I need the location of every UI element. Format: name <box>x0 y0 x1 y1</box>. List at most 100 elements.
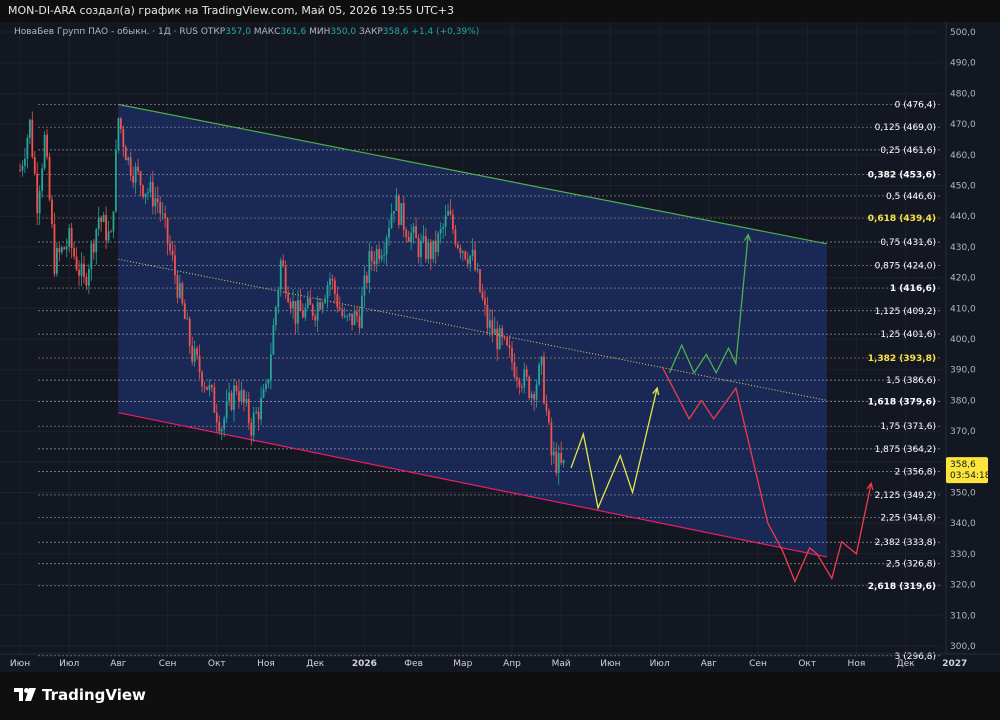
candle-body <box>51 199 53 225</box>
candle-body <box>41 168 44 191</box>
candle-body <box>395 196 398 211</box>
title-text: MON-DI-ARA создал(а) график на TradingVi… <box>8 4 454 17</box>
candle-body <box>365 275 368 283</box>
candle-body <box>523 369 526 388</box>
candle-body <box>193 348 196 362</box>
candle-body <box>19 170 21 172</box>
candle-body <box>292 301 294 309</box>
time-tick-label: Авг <box>110 659 126 669</box>
time-tick-label: Окт <box>798 659 816 669</box>
price-chart[interactable]: 0 (476,4) 0,125 (469,0) 0,25 (461,6) 0,382 … <box>0 22 1000 672</box>
candle-body <box>299 300 302 311</box>
symbol-legend: НоваБев Групп ПАО - обыкн. · 1Д · RUS ОТ… <box>14 27 479 37</box>
candle-body <box>196 348 199 356</box>
candle-body <box>346 315 349 317</box>
candle-body <box>447 211 449 216</box>
tradingview-logo[interactable]: TradingView <box>14 686 146 704</box>
high-value: 361,6 <box>280 27 307 37</box>
candle-body <box>73 248 76 257</box>
fib-level-label: 0,382 (453,6) <box>868 170 936 180</box>
candle-body <box>528 376 531 399</box>
candle-body <box>530 394 533 399</box>
candle-body <box>58 248 61 253</box>
candle-body <box>407 236 410 242</box>
chart-area[interactable]: 0 (476,4) 0,125 (469,0) 0,25 (461,6) 0,382 … <box>0 22 1000 672</box>
fib-level-label: 0,875 (424,0) <box>875 261 936 271</box>
candle-body <box>412 226 415 233</box>
candle-body <box>516 376 518 380</box>
candle-body <box>555 451 558 473</box>
candle-body <box>321 302 324 310</box>
time-tick-label: Дек <box>897 659 916 669</box>
time-tick-label: Фев <box>404 659 423 669</box>
candle-body <box>80 263 83 276</box>
candle-body <box>174 255 176 276</box>
price-tick-label: 480,0 <box>950 89 976 99</box>
price-tick-label: 400,0 <box>950 335 976 345</box>
fib-level-label: 0,618 (439,4) <box>868 214 936 224</box>
candle-body <box>304 307 307 318</box>
candle-body <box>557 452 560 473</box>
footer: TradingView <box>0 672 1000 720</box>
candle-body <box>129 157 132 176</box>
price-tick-label: 300,0 <box>950 642 976 652</box>
time-tick-label: Июл <box>650 659 670 669</box>
candle-body <box>215 412 218 422</box>
candle-body <box>255 411 258 414</box>
candle-body <box>156 198 159 202</box>
candle-body <box>496 328 499 350</box>
candle-body <box>402 203 405 230</box>
candle-body <box>461 251 464 254</box>
candle-body <box>186 318 189 320</box>
candle-body <box>230 392 233 410</box>
candle-body <box>464 251 467 259</box>
candle-body <box>151 181 154 207</box>
candle-body <box>164 213 167 219</box>
candle-body <box>169 243 171 251</box>
candle-body <box>220 429 223 432</box>
time-tick-label: Окт <box>208 659 226 669</box>
candle-body <box>503 337 506 339</box>
candle-body <box>513 362 516 377</box>
forecast-arrow-green <box>743 233 752 242</box>
channel-upper-line <box>118 103 827 245</box>
candle-body <box>213 387 216 413</box>
candle-body <box>540 356 543 365</box>
time-tick-label: Сен <box>749 659 767 669</box>
candle-body <box>188 318 191 346</box>
price-tick-label: 310,0 <box>950 611 976 621</box>
fib-level-label: 3 (296,8) <box>895 652 936 662</box>
fib-level-label: 1,382 (393,8) <box>868 354 936 364</box>
channel-fill <box>118 104 827 557</box>
candle-body <box>181 283 184 304</box>
channel-lower-line <box>118 412 827 558</box>
price-tick-label: 460,0 <box>950 151 976 161</box>
candle-body <box>277 289 280 308</box>
candle-body <box>479 269 481 292</box>
candle-body <box>543 356 545 404</box>
candle-body <box>206 386 208 390</box>
candle-body <box>119 118 122 130</box>
candle-body <box>488 320 491 328</box>
candle-body <box>53 224 56 274</box>
candle-body <box>437 233 440 253</box>
candle-body <box>506 337 508 346</box>
candle-body <box>122 129 125 147</box>
candle-body <box>225 400 228 419</box>
candle-body <box>272 325 275 355</box>
candle-body <box>491 320 494 334</box>
candle-body <box>78 269 80 276</box>
price-tick-label: 500,0 <box>950 28 976 38</box>
time-tick-label: Ноя <box>848 659 866 669</box>
forecast-arrow-yellow <box>652 386 660 396</box>
candle-body <box>48 156 51 200</box>
candle-body <box>70 228 73 249</box>
candle-body <box>351 313 353 326</box>
brand-name: TradingView <box>42 686 146 704</box>
candle-body <box>432 240 435 259</box>
candle-body <box>28 119 31 139</box>
time-tick-label: Дек <box>306 659 325 669</box>
candle-body <box>545 403 548 411</box>
candle-body <box>429 242 432 259</box>
fib-level-label: 1,125 (409,2) <box>875 307 936 317</box>
